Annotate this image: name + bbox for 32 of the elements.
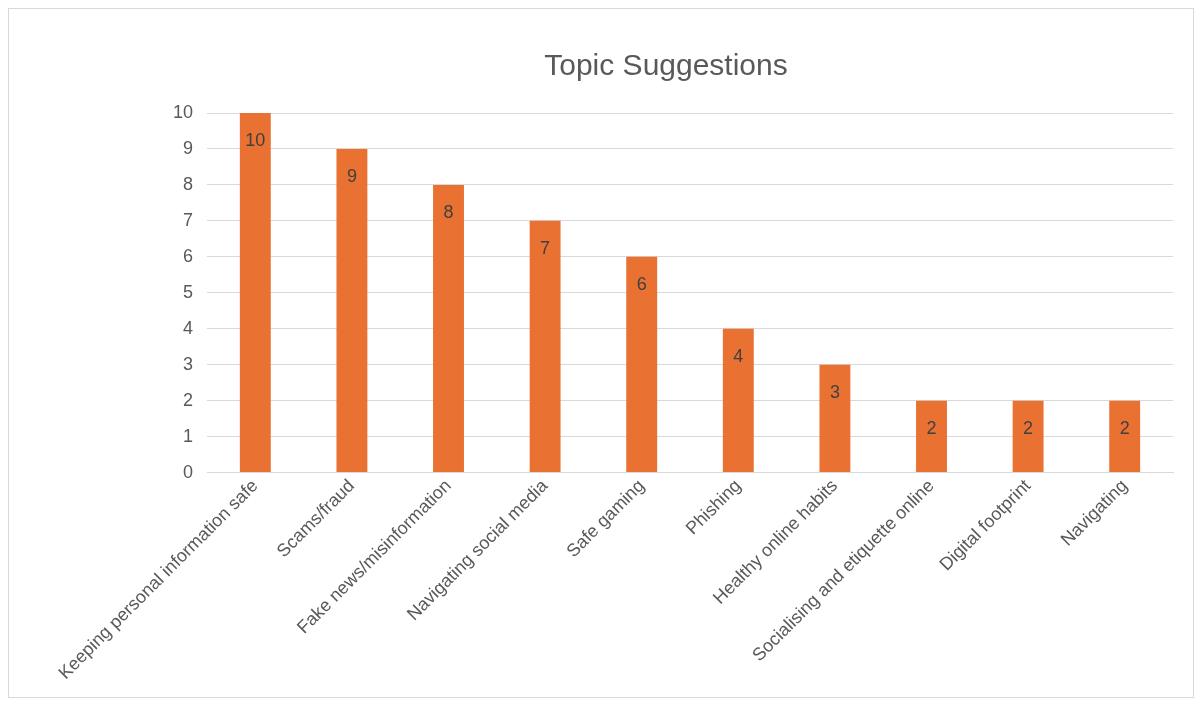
data-label: 2	[926, 417, 937, 438]
y-tick-label: 4	[183, 317, 194, 338]
y-tick-label: 10	[172, 101, 194, 122]
data-label: 6	[636, 273, 647, 294]
y-tick-label: 3	[183, 353, 194, 374]
y-tick-label: 9	[183, 137, 194, 158]
y-tick-label: 0	[183, 461, 194, 482]
bar	[1012, 400, 1044, 473]
bar	[529, 220, 561, 473]
bar	[819, 364, 851, 473]
y-tick-label: 1	[183, 425, 194, 446]
y-tick-label: 7	[183, 209, 194, 230]
data-label: 2	[1023, 417, 1034, 438]
data-label: 10	[245, 129, 266, 150]
data-label: 2	[1119, 417, 1130, 438]
y-tick-label: 2	[183, 389, 194, 410]
data-label: 3	[829, 381, 840, 402]
y-tick-label: 6	[183, 245, 194, 266]
data-label: 7	[540, 237, 551, 258]
bar	[239, 113, 271, 473]
y-tick-label: 8	[183, 173, 194, 194]
data-label: 9	[346, 165, 357, 186]
y-tick-label: 5	[183, 281, 194, 302]
bar	[916, 400, 947, 473]
data-label: 4	[733, 345, 744, 366]
bar	[1109, 400, 1141, 473]
bar	[336, 148, 368, 473]
bar	[722, 328, 754, 473]
bar	[626, 256, 658, 473]
data-label: 8	[443, 201, 454, 222]
chart-title: Topic Suggestions	[544, 48, 788, 82]
bar	[433, 184, 464, 473]
